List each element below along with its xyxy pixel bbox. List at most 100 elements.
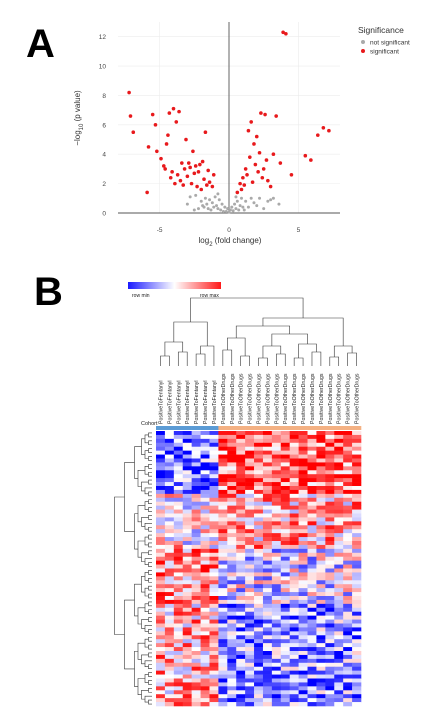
heatmap-cell bbox=[352, 666, 362, 671]
heatmap-cell bbox=[334, 596, 344, 601]
heatmap-cell bbox=[262, 584, 273, 589]
point-not-significant bbox=[242, 208, 246, 212]
heatmap-cell bbox=[334, 529, 344, 534]
heatmap-cell bbox=[334, 564, 344, 569]
heatmap-cell bbox=[209, 690, 219, 695]
heatmap-cell bbox=[236, 544, 246, 550]
heatmap-cell bbox=[298, 486, 308, 491]
heatmap-cell bbox=[307, 651, 317, 656]
group-bar-cell bbox=[209, 426, 219, 430]
heatmap-cell bbox=[271, 541, 282, 546]
heatmap-cell bbox=[209, 635, 219, 640]
heatmap-cell bbox=[191, 603, 201, 609]
point-not-significant bbox=[224, 210, 228, 214]
heatmap-cell bbox=[334, 576, 344, 581]
heatmap-cell bbox=[271, 489, 282, 495]
heatmap-cell bbox=[191, 537, 201, 542]
heatmap-cell bbox=[236, 662, 246, 668]
heatmap-cell bbox=[156, 635, 166, 640]
heatmap-cell bbox=[307, 599, 317, 605]
heatmap-cell bbox=[307, 635, 317, 640]
heatmap-cell bbox=[191, 556, 201, 561]
heatmap-cell bbox=[325, 521, 335, 526]
heatmap-cell bbox=[156, 501, 166, 506]
point-significant bbox=[239, 187, 244, 192]
heatmap-cell bbox=[164, 568, 175, 573]
heatmap-cell bbox=[227, 564, 237, 569]
heatmap-cell bbox=[262, 658, 273, 664]
heatmap-cell bbox=[164, 674, 175, 679]
heatmap-cell bbox=[280, 603, 290, 609]
row-dendrogram-branch bbox=[148, 534, 152, 540]
heatmap-cell bbox=[182, 501, 192, 506]
heatmap-cell bbox=[200, 470, 210, 475]
heatmap-cell bbox=[343, 607, 353, 613]
heatmap-cell bbox=[227, 470, 237, 475]
heatmap-cell bbox=[200, 694, 210, 699]
heatmap-cell bbox=[182, 552, 192, 558]
heatmap-cell bbox=[200, 434, 210, 440]
point-significant bbox=[180, 161, 184, 165]
heatmap-cell bbox=[236, 694, 246, 699]
heatmap-cell bbox=[352, 552, 362, 558]
group-bar-cell bbox=[191, 426, 201, 430]
heatmap-cell bbox=[307, 627, 317, 632]
heatmap-cell bbox=[316, 501, 326, 506]
heatmap-cell bbox=[164, 544, 175, 550]
heatmap-cell bbox=[325, 615, 335, 620]
heatmap-cell bbox=[227, 584, 237, 589]
heatmap-cell bbox=[164, 454, 175, 459]
heatmap-cell bbox=[182, 560, 192, 565]
heatmap-cell bbox=[227, 458, 237, 463]
heatmap-cell bbox=[307, 568, 317, 573]
column-group-bar bbox=[156, 426, 362, 430]
heatmap-cell bbox=[254, 603, 264, 609]
heatmap-cell bbox=[307, 442, 317, 448]
heatmap-cell bbox=[298, 505, 308, 510]
heatmap-cell bbox=[262, 450, 273, 455]
heatmap-cell bbox=[307, 674, 317, 679]
heatmap-cell bbox=[254, 674, 264, 679]
group-bar-cell bbox=[245, 426, 255, 430]
heatmap-cell bbox=[200, 686, 210, 691]
heatmap-cell bbox=[200, 603, 210, 609]
heatmap-cell bbox=[280, 678, 290, 683]
heatmap-cell bbox=[209, 698, 219, 703]
heatmap-cell bbox=[307, 544, 317, 550]
point-not-significant bbox=[255, 204, 259, 208]
heatmap-cell bbox=[271, 639, 282, 644]
heatmap-cell bbox=[254, 470, 264, 475]
heatmap-cell bbox=[254, 631, 264, 636]
heatmap-cell bbox=[191, 470, 201, 475]
heatmap-cell bbox=[191, 513, 201, 518]
heatmap-cell bbox=[325, 450, 335, 455]
heatmap-cell bbox=[334, 501, 344, 506]
heatmap-cell bbox=[209, 576, 219, 581]
heatmap-cell bbox=[173, 662, 184, 668]
point-not-significant bbox=[215, 204, 219, 208]
heatmap-cell bbox=[289, 486, 299, 491]
heatmap-cell bbox=[262, 686, 273, 691]
row-dendrogram-branch bbox=[148, 585, 152, 591]
heatmap-cell bbox=[352, 588, 362, 593]
heatmap-cell bbox=[245, 682, 255, 687]
heatmap-cell bbox=[236, 431, 246, 436]
heatmap-cell bbox=[156, 619, 166, 624]
heatmap-cell bbox=[164, 434, 175, 440]
heatmap-cell bbox=[218, 458, 228, 463]
heatmap-cell bbox=[307, 698, 317, 703]
x-tick-label: -5 bbox=[157, 227, 163, 234]
heatmap-cell bbox=[191, 698, 201, 703]
heatmap-cell bbox=[218, 482, 228, 487]
heatmap-cell bbox=[262, 635, 273, 640]
heatmap-cell bbox=[289, 458, 299, 463]
heatmap-cell bbox=[227, 643, 237, 648]
heatmap-cell bbox=[352, 470, 362, 475]
heatmap-cell bbox=[271, 544, 282, 550]
column-label: PositiveToOtherDrugs bbox=[319, 373, 325, 424]
heatmap-cell bbox=[236, 627, 246, 632]
point-significant bbox=[163, 167, 167, 171]
heatmap-cell bbox=[262, 552, 273, 558]
heatmap-cell bbox=[343, 466, 353, 471]
heatmap-cell bbox=[156, 698, 166, 703]
